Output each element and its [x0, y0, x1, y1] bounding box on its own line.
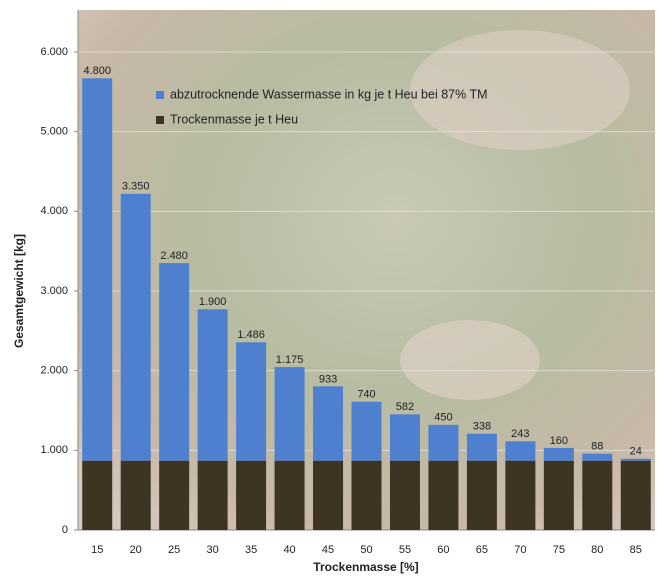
- bar-segment: [236, 342, 267, 461]
- x-tick-label: 35: [245, 544, 257, 556]
- bar-segment: [197, 309, 228, 461]
- x-tick-label: 40: [283, 544, 295, 556]
- bar-segment: [505, 441, 536, 461]
- bar-segment: [543, 447, 574, 461]
- y-axis-title: Gesamtgewicht [kg]: [12, 234, 26, 348]
- x-axis-title: Trockenmasse [%]: [313, 560, 418, 574]
- value-label: 4.800: [83, 65, 111, 77]
- x-tick-label: 55: [399, 544, 411, 556]
- y-tick-label: 3.000: [40, 285, 68, 297]
- value-label: 2.480: [160, 250, 188, 262]
- bar-segment: [159, 460, 190, 530]
- value-label: 338: [473, 421, 491, 433]
- x-tick-label: 75: [553, 544, 565, 556]
- bar-segment: [197, 460, 228, 530]
- bar-segment: [543, 460, 574, 530]
- y-tick-label: 6.000: [40, 46, 68, 58]
- x-tick-label: 15: [91, 544, 103, 556]
- value-label: 582: [396, 401, 414, 413]
- hand-shape: [400, 320, 540, 400]
- value-label: 1.486: [237, 329, 265, 341]
- bar-segment: [466, 433, 497, 461]
- legend-swatch: [156, 91, 164, 99]
- x-tick-label: 45: [322, 544, 334, 556]
- y-tick-label: 2.000: [40, 365, 68, 377]
- value-label: 1.175: [276, 354, 304, 366]
- x-tick-label: 20: [130, 544, 142, 556]
- bar-segment: [82, 78, 113, 461]
- bar-segment: [313, 460, 344, 530]
- bar-segment: [428, 424, 459, 461]
- bar-segment: [82, 460, 113, 530]
- hand-shape: [410, 30, 630, 150]
- x-tick-label: 80: [591, 544, 603, 556]
- value-label: 740: [357, 389, 375, 401]
- value-label: 243: [511, 428, 529, 440]
- x-tick-label: 60: [437, 544, 449, 556]
- x-tick-label: 85: [630, 544, 642, 556]
- bar-segment: [351, 401, 382, 461]
- bar-segment: [159, 263, 190, 461]
- value-label: 3.350: [122, 181, 150, 193]
- y-tick-label: 5.000: [40, 126, 68, 138]
- value-label: 88: [591, 441, 603, 453]
- bar-segment: [274, 367, 305, 461]
- x-tick-label: 30: [207, 544, 219, 556]
- bar-segment: [389, 414, 420, 461]
- bar-segment: [620, 460, 651, 530]
- x-tick-label: 50: [360, 544, 372, 556]
- value-label: 1.900: [199, 296, 227, 308]
- y-tick-label: 4.000: [40, 205, 68, 217]
- value-label: 160: [550, 435, 568, 447]
- x-tick-label: 65: [476, 544, 488, 556]
- bar-segment: [236, 460, 267, 530]
- bar-segment: [120, 460, 151, 530]
- bar-segment: [120, 193, 151, 461]
- legend-swatch: [156, 116, 164, 124]
- legend-label: Trockenmasse je t Heu: [170, 112, 298, 126]
- value-label: 450: [434, 412, 452, 424]
- legend-label: abzutrocknende Wassermasse in kg je t He…: [170, 87, 488, 101]
- bar-segment: [582, 460, 613, 530]
- bar-segment: [351, 460, 382, 530]
- bar-segment: [620, 458, 651, 461]
- bar-segment: [274, 460, 305, 530]
- y-tick-label: 1.000: [40, 444, 68, 456]
- x-tick-label: 70: [514, 544, 526, 556]
- bar-segment: [582, 453, 613, 461]
- bar-segment: [428, 460, 459, 530]
- bar-segment: [466, 460, 497, 530]
- value-label: 24: [630, 446, 642, 458]
- bar-segment: [505, 460, 536, 530]
- value-label: 933: [319, 373, 337, 385]
- y-tick-label: 0: [62, 524, 68, 536]
- bar-segment: [313, 386, 344, 461]
- bar-segment: [389, 460, 420, 530]
- x-tick-label: 25: [168, 544, 180, 556]
